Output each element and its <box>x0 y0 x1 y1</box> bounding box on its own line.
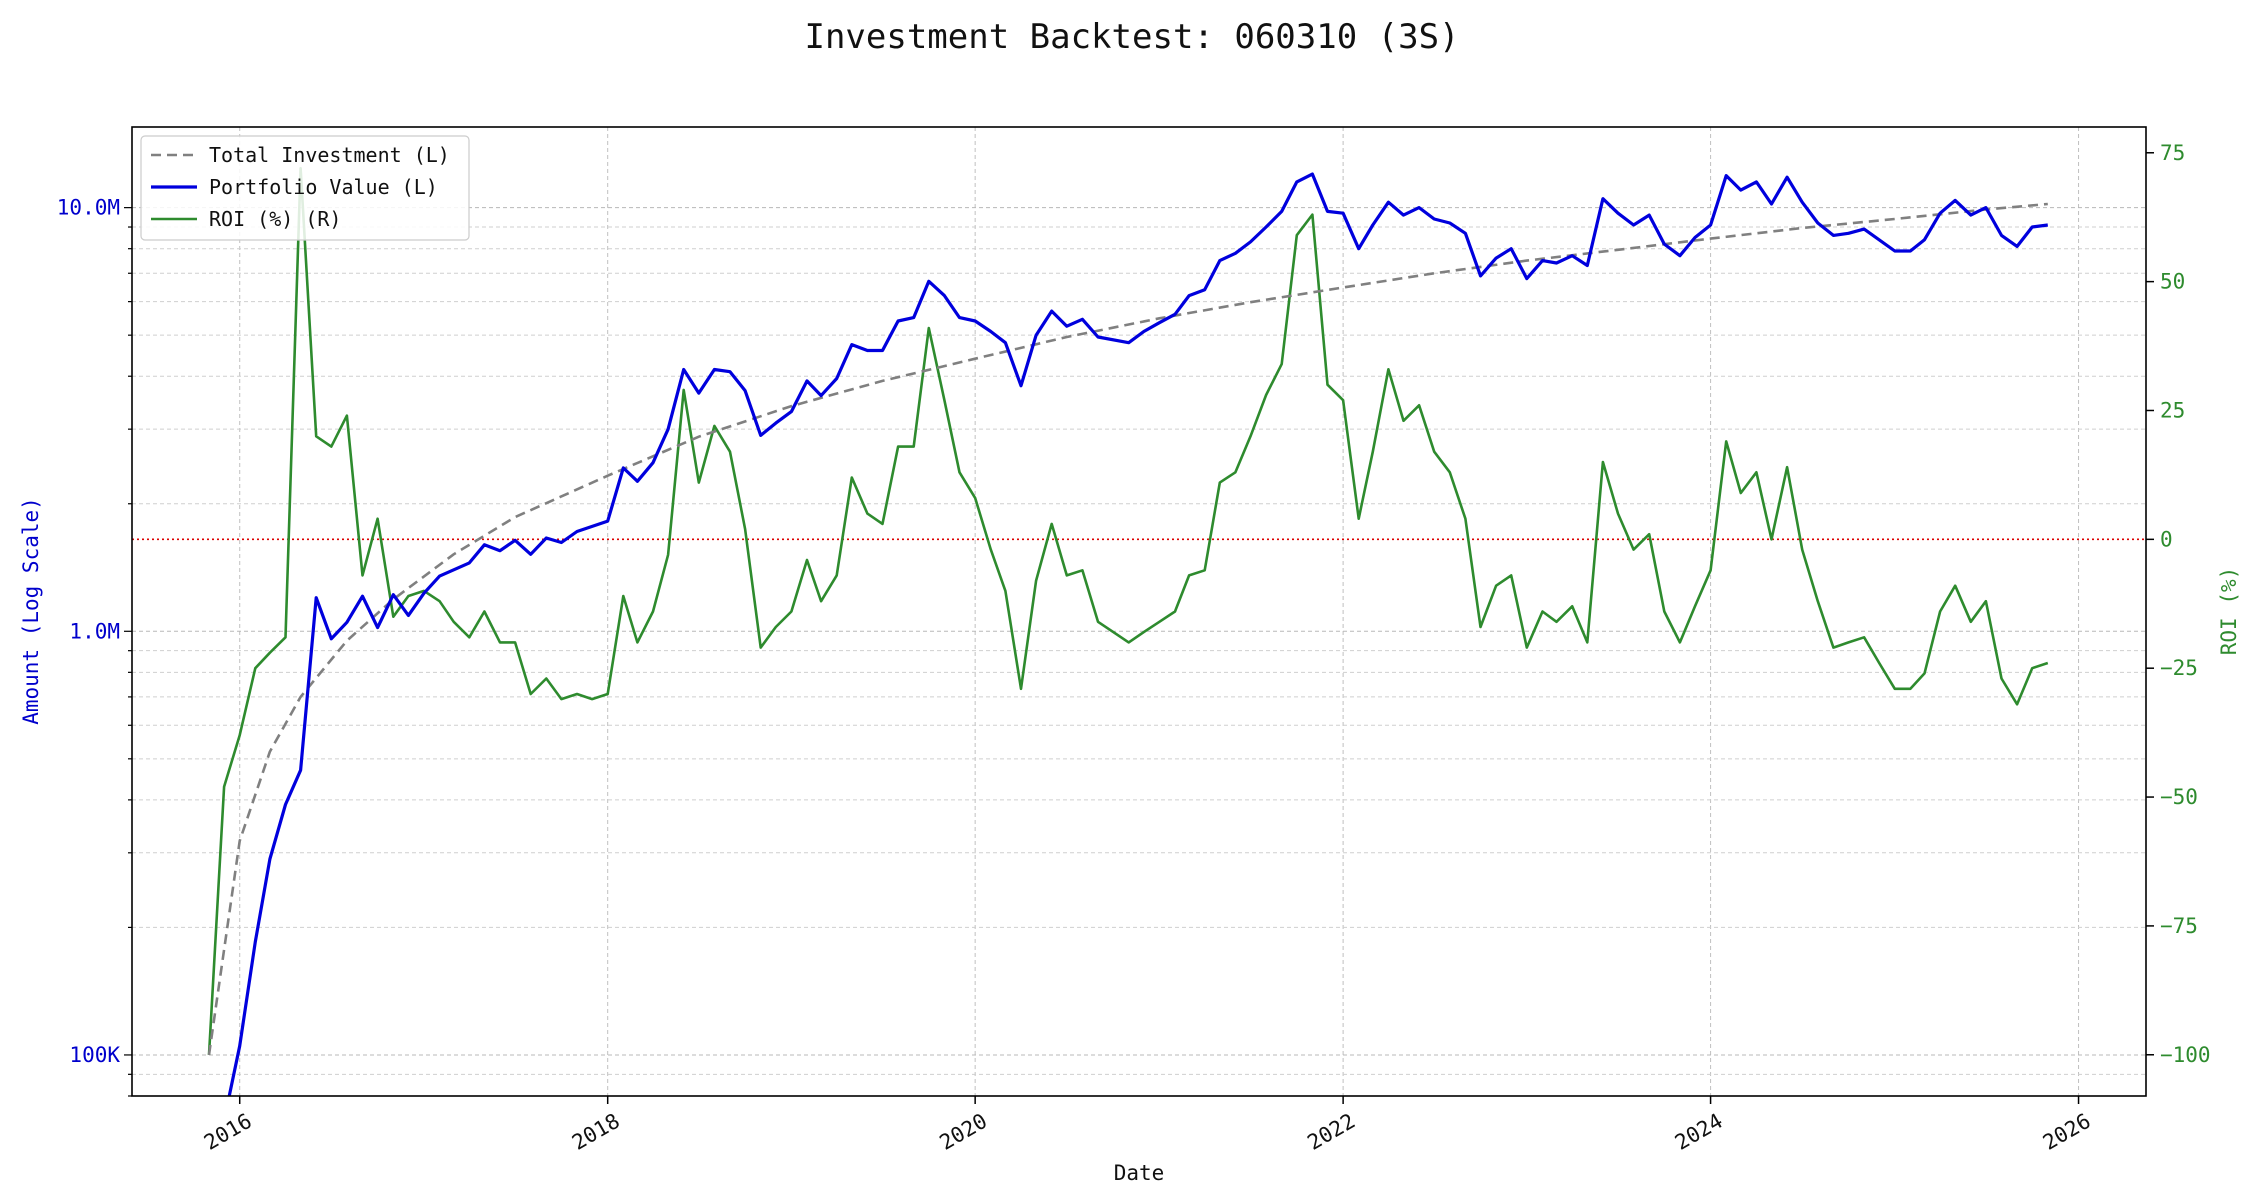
x-tick-label: 2026 <box>2039 1109 2095 1155</box>
chart-title: Investment Backtest: 060310 (3S) <box>804 17 1459 57</box>
left-axis-label: Amount (Log Scale) <box>19 497 43 725</box>
right-axis-label: ROI (%) <box>2217 567 2241 656</box>
right-tick-label: −50 <box>2160 785 2198 809</box>
left-axis-ticks: 100K 1.0M 10.0M <box>57 196 132 1097</box>
x-axis-label: Date <box>1114 1161 1165 1185</box>
grid-lines <box>132 127 2146 1097</box>
x-tick-label: 2018 <box>568 1109 624 1155</box>
right-tick-label: 25 <box>2160 398 2185 422</box>
legend-box <box>140 135 470 241</box>
left-tick-label: 100K <box>69 1043 120 1067</box>
roi-line <box>207 166 2049 1055</box>
x-tick-label: 2016 <box>200 1109 256 1155</box>
right-tick-label: −100 <box>2160 1043 2211 1067</box>
total-investment-line <box>207 202 2048 1056</box>
right-axis-ticks: 75 50 25 0 −25 −50 −75 −100 <box>2146 141 2211 1067</box>
right-tick-label: −25 <box>2160 656 2198 680</box>
left-tick-label: 10.0M <box>57 196 120 220</box>
legend: Total Investment (L) Portfolio Value (L) R… <box>140 135 470 241</box>
legend-label: Portfolio Value (L) <box>209 175 438 199</box>
x-axis-ticks: 2016 2018 2020 2022 2024 2026 <box>200 1096 2095 1155</box>
right-tick-label: −75 <box>2160 914 2198 938</box>
right-tick-label: 0 <box>2160 527 2173 551</box>
plot-frame <box>131 126 2147 1097</box>
left-tick-label: 1.0M <box>69 619 120 643</box>
x-tick-label: 2024 <box>1671 1109 1727 1155</box>
x-tick-label: 2020 <box>935 1109 991 1155</box>
legend-label: ROI (%) (R) <box>209 207 341 231</box>
portfolio-value-line <box>227 172 2049 1096</box>
right-tick-label: 75 <box>2160 141 2185 165</box>
series-layer <box>207 166 2049 1096</box>
x-tick-label: 2022 <box>1303 1109 1359 1155</box>
legend-label: Total Investment (L) <box>209 143 450 167</box>
right-tick-label: 50 <box>2160 270 2185 294</box>
